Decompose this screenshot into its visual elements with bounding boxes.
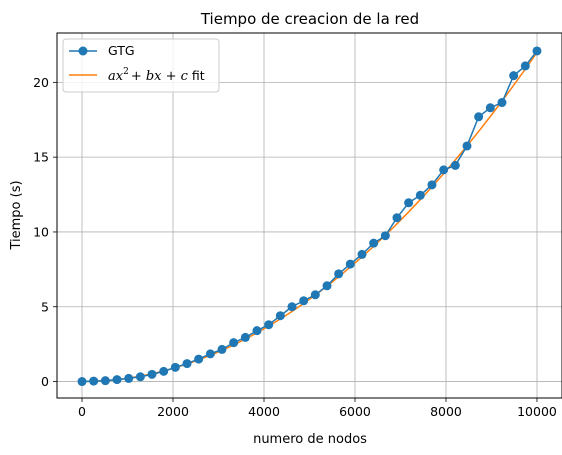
gtg-line	[81, 50, 538, 383]
gtg-point	[357, 249, 367, 259]
gtg-point	[497, 98, 507, 108]
x-tick-label: 0	[78, 404, 86, 419]
x-axis-label: numero de nodos	[253, 432, 367, 447]
legend-gtg-label: GTG	[108, 43, 135, 58]
gtg-point	[252, 326, 262, 336]
gtg-point	[427, 180, 437, 190]
gtg-point	[345, 259, 355, 269]
legend: GTG ax2 + bx + c fit	[62, 38, 220, 93]
gtg-point	[135, 372, 145, 382]
gtg-point	[404, 198, 414, 208]
legend-fit-rest: + bx + c	[131, 69, 189, 84]
grid	[57, 33, 562, 398]
gtg-point	[474, 112, 484, 122]
x-tick-label: 8000	[430, 404, 462, 419]
gtg-point	[240, 332, 250, 342]
gtg-point	[485, 103, 495, 113]
legend-fit-exponent: 2	[123, 67, 129, 77]
y-tick-label: 20	[33, 75, 49, 90]
gtg-point	[77, 377, 87, 387]
gtg-series	[77, 46, 542, 387]
x-tick-label: 4000	[248, 404, 280, 419]
gtg-point	[509, 71, 519, 81]
legend-fit-ax: ax	[108, 69, 124, 84]
legend-fit-suffix: fit	[188, 68, 205, 83]
gtg-point	[170, 362, 180, 372]
gtg-point	[147, 369, 157, 379]
gtg-point	[205, 349, 215, 359]
gtg-point	[310, 290, 320, 300]
gtg-point	[334, 269, 344, 279]
x-tick-label: 2000	[157, 404, 189, 419]
gtg-point	[392, 213, 402, 223]
gtg-point	[287, 302, 297, 312]
plot-area-frame	[56, 32, 562, 399]
gtg-point	[322, 281, 332, 291]
y-tick-label: 10	[33, 224, 49, 239]
y-tick-label: 15	[33, 150, 49, 165]
gtg-point	[229, 338, 239, 348]
gtg-point	[450, 160, 460, 170]
gtg-point	[380, 231, 390, 241]
gtg-point	[124, 373, 134, 383]
gtg-point	[217, 344, 227, 354]
chart-title: Tiempo de creacion de la red	[200, 10, 419, 28]
gtg-point	[299, 296, 309, 306]
x-tick-label: 10000	[517, 404, 557, 419]
x-tick-label: 6000	[339, 404, 371, 419]
gtg-point	[532, 46, 542, 56]
gtg-point	[264, 320, 274, 330]
gtg-point	[100, 376, 110, 386]
gtg-point	[159, 366, 169, 376]
gtg-point	[194, 354, 204, 364]
legend-gtg-marker	[78, 46, 88, 56]
axis-ticks: 0 2000 4000 6000 8000 10000 0 5 10 15 20	[33, 75, 557, 419]
gtg-point	[182, 359, 192, 369]
y-tick-label: 5	[41, 299, 49, 314]
gtg-point	[439, 165, 449, 175]
legend-fit-label: ax2 + bx + c fit	[108, 67, 205, 84]
y-tick-label: 0	[41, 374, 49, 389]
gtg-point	[520, 61, 530, 71]
gtg-point	[112, 375, 122, 385]
y-axis-label: Tiempo (s)	[9, 180, 24, 250]
gtg-point	[275, 311, 285, 321]
gtg-point	[89, 376, 99, 386]
gtg-point	[462, 141, 472, 151]
legend-box	[62, 38, 220, 93]
gtg-point	[415, 190, 425, 200]
gtg-point	[369, 238, 379, 248]
